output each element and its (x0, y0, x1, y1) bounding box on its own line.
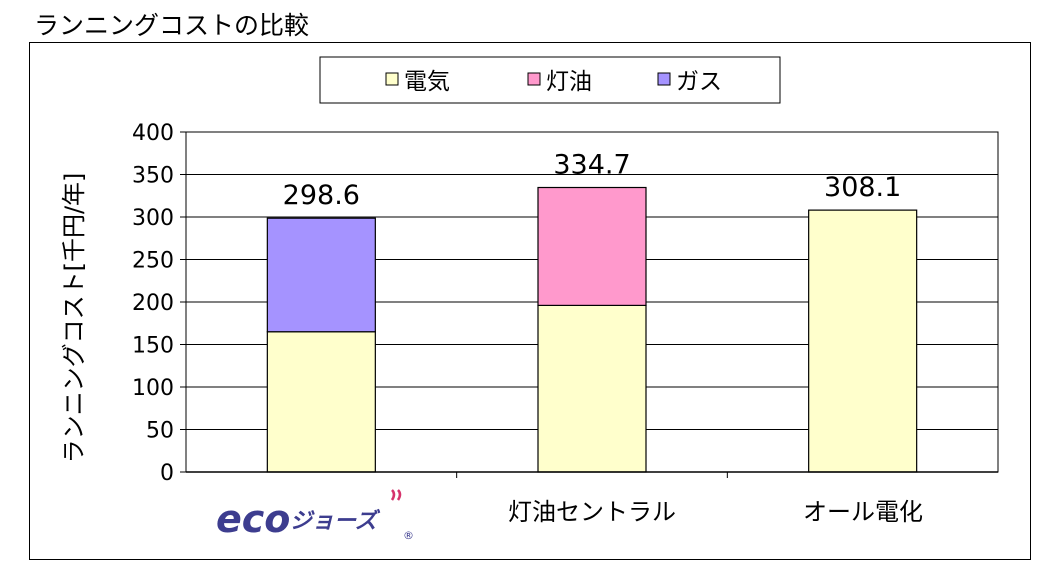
category-label-kerosene-central: 灯油セントラル (508, 498, 676, 526)
bar-segment (266, 217, 376, 333)
y-axis-label: ランニングコスト[千円/年] (60, 173, 88, 464)
y-tick-label: 300 (132, 206, 174, 231)
y-tick-label: 350 (132, 164, 174, 189)
y-tick-label: 150 (132, 334, 174, 359)
bar-total-label: 308.1 (824, 172, 901, 203)
logo-jozu-text: ジョーズ (290, 508, 381, 534)
logo-registered-mark: ® (403, 529, 414, 542)
legend-label-electric: 電気 (404, 69, 450, 95)
legend-swatch-kerosene (527, 72, 541, 86)
category-label-all-electric: オール電化 (803, 498, 923, 526)
y-tick-label: 250 (132, 249, 174, 274)
chart-title: ランニングコストの比較 (34, 11, 310, 40)
chart-frame (29, 42, 1031, 560)
legend: 電気 灯油 ガス (319, 56, 781, 104)
bar-total-label: 334.7 (553, 150, 630, 181)
y-tick-label: 0 (160, 461, 174, 486)
bars (266, 186, 918, 473)
y-tick-label: 50 (146, 419, 174, 444)
steam-icon (390, 489, 402, 501)
axes (180, 131, 998, 478)
y-tick-label: 400 (132, 121, 174, 146)
category-label-ecojozu: eco ジョーズ ® (216, 489, 414, 542)
bar-segment (537, 304, 647, 473)
bar-total-label: 298.6 (283, 180, 360, 211)
bar-segment (808, 209, 918, 473)
legend-label-gas: ガス (676, 69, 722, 95)
bar-segment (266, 331, 376, 473)
bar-segment (537, 186, 647, 307)
y-tick-labels: 0 50 100 150 200 250 300 350 400 (132, 121, 174, 486)
y-tick-label: 100 (132, 376, 174, 401)
legend-swatch-electric (385, 72, 399, 86)
legend-swatch-gas (657, 72, 671, 86)
legend-label-kerosene: 灯油 (546, 69, 592, 95)
y-tick-label: 200 (132, 291, 174, 316)
logo-eco-text: eco (216, 497, 290, 541)
total-labels: 298.6 334.7 308.1 (283, 150, 902, 212)
